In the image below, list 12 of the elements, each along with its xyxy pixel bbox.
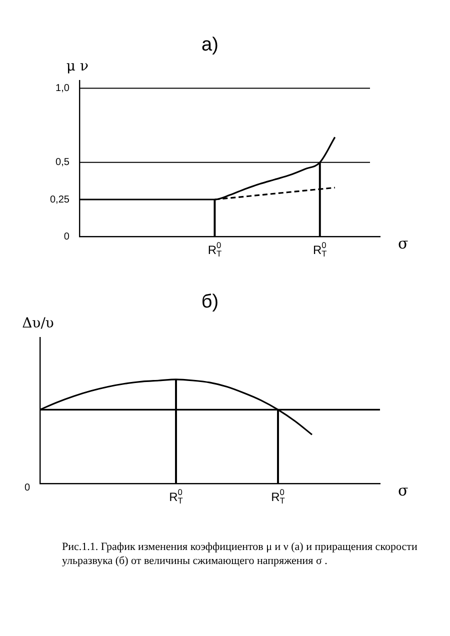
y-tick-label: 0 bbox=[64, 231, 70, 242]
x-axis-title: σ bbox=[398, 234, 408, 252]
y-axis-title: μ ν bbox=[66, 58, 88, 74]
y-tick-label: 0,5 bbox=[56, 157, 70, 168]
y-tick-label: 1,0 bbox=[56, 82, 70, 94]
text: 0 bbox=[24, 482, 30, 494]
chart-title: б) bbox=[201, 292, 219, 313]
chart-title: а) bbox=[202, 34, 218, 56]
text: Рис.1.1. График изменения коэффициентов μ и ν (а) и приращения скорости ульразвука (б) от величины сжимающего напряжения σ . bbox=[62, 540, 418, 568]
x-axis-title: σ bbox=[398, 481, 408, 500]
y-tick-label: 0,25 bbox=[50, 194, 70, 206]
y-axis-title: Δυ/υ bbox=[22, 315, 54, 332]
